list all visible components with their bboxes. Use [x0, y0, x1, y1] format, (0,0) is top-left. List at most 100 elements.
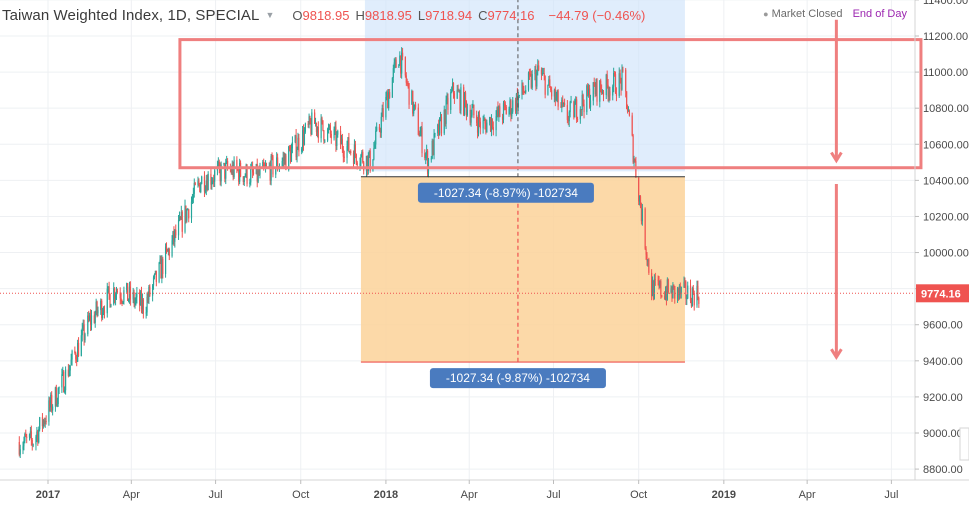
candle-body: [499, 106, 501, 118]
candle-body: [424, 153, 426, 159]
candle-body: [82, 324, 84, 329]
candle-body: [120, 298, 122, 301]
candle-body: [388, 92, 390, 109]
x-tick-label: Oct: [630, 489, 647, 501]
candle-body: [489, 117, 492, 131]
price-axis[interactable]: 8800.009000.009200.009400.009600.009800.…: [914, 0, 969, 480]
candle-body: [97, 310, 99, 314]
candle-body: [167, 249, 169, 252]
candle-body: [303, 131, 306, 145]
candle-body: [77, 342, 80, 357]
candle-body: [372, 159, 374, 171]
candle-body: [503, 103, 506, 105]
candle-body: [600, 80, 602, 90]
candle-body: [107, 286, 109, 289]
arrow-down-head: [830, 151, 843, 164]
candle-body: [95, 301, 97, 315]
candle-body: [165, 246, 168, 250]
candle-body: [453, 93, 456, 99]
candle-body: [447, 97, 449, 110]
candle-body: [501, 117, 504, 120]
candle-body: [677, 288, 680, 296]
x-tick-label: Jul: [546, 489, 560, 501]
candle-body: [400, 55, 402, 74]
candle-body: [525, 90, 527, 93]
candle-body: [420, 127, 422, 133]
candle-body: [249, 182, 251, 184]
candle-body: [464, 92, 466, 115]
candle-body: [439, 117, 442, 119]
down-arrows[interactable]: [830, 19, 843, 361]
candle-body: [440, 117, 443, 134]
y-tick-label: 10800.00: [923, 103, 969, 115]
candle-body: [71, 350, 73, 360]
candle-body: [100, 300, 102, 311]
candle-body: [108, 286, 110, 295]
axis-scroll-handle[interactable]: [959, 427, 969, 461]
candle-body: [259, 167, 261, 175]
candle-body: [269, 165, 271, 181]
candle-body: [658, 281, 660, 287]
candle-body: [134, 300, 136, 305]
candle-body: [596, 79, 598, 102]
y-tick-label: 11200.00: [923, 31, 968, 43]
x-tick-label: Apr: [123, 489, 140, 501]
candle-body: [67, 369, 69, 376]
range-rectangle[interactable]: [178, 38, 923, 170]
candle-body: [81, 328, 83, 336]
candle-body: [504, 104, 506, 108]
candle-body: [563, 103, 566, 106]
candle-body: [94, 314, 96, 323]
candle-body: [456, 89, 458, 99]
candle-body: [592, 82, 594, 101]
candle-body: [142, 299, 144, 314]
candle-body: [352, 152, 355, 164]
candle-body: [369, 150, 371, 171]
candle-body: [308, 116, 310, 125]
candle-body: [243, 176, 245, 182]
candle-body: [479, 121, 481, 129]
candle-body: [547, 84, 549, 95]
candle-body: [324, 140, 326, 142]
measure-label-box: [429, 368, 606, 389]
candle-body: [175, 229, 177, 236]
candle-body: [180, 211, 182, 220]
candle-body: [392, 68, 394, 78]
chevron-down-icon[interactable]: ▼: [265, 10, 275, 20]
candle-body: [199, 183, 201, 192]
candle-body: [534, 69, 536, 75]
candle-body: [588, 88, 591, 108]
candle-body: [491, 118, 493, 128]
candle-body: [538, 65, 540, 70]
measure-label-text: -1027.34 (-9.87%) -102734: [446, 371, 590, 385]
session-text[interactable]: End of Day: [852, 8, 907, 20]
candle-body: [644, 208, 646, 249]
candle-body: [411, 90, 413, 105]
candle-body: [83, 324, 85, 341]
candle-body: [149, 286, 151, 296]
candle-body: [58, 387, 60, 389]
x-tick-label: Apr: [461, 489, 478, 501]
candle-body: [314, 122, 317, 124]
symbol-title[interactable]: Taiwan Weighted Index, 1D, SPECIAL: [2, 6, 260, 24]
candle-body: [25, 434, 27, 437]
candle-body: [328, 125, 331, 129]
candle-body: [37, 431, 39, 443]
candle-body: [581, 94, 583, 111]
candle-body: [166, 249, 169, 252]
candle-body: [510, 100, 512, 117]
candle-body: [517, 95, 519, 108]
candle-body: [90, 315, 93, 325]
candle-body: [42, 419, 44, 427]
candle-body: [62, 371, 64, 375]
candle-body: [366, 155, 369, 171]
candle-body: [173, 231, 175, 242]
candle-body: [19, 449, 21, 455]
candle-body: [613, 73, 616, 75]
time-axis[interactable]: 2017 Apr Jul Oct 2018 Apr Jul Oct 2019 Apr Jul: [0, 479, 969, 501]
candle-body: [389, 92, 391, 98]
candle-body: [61, 374, 63, 388]
candle-body: [573, 101, 575, 118]
candle-body: [220, 164, 222, 182]
